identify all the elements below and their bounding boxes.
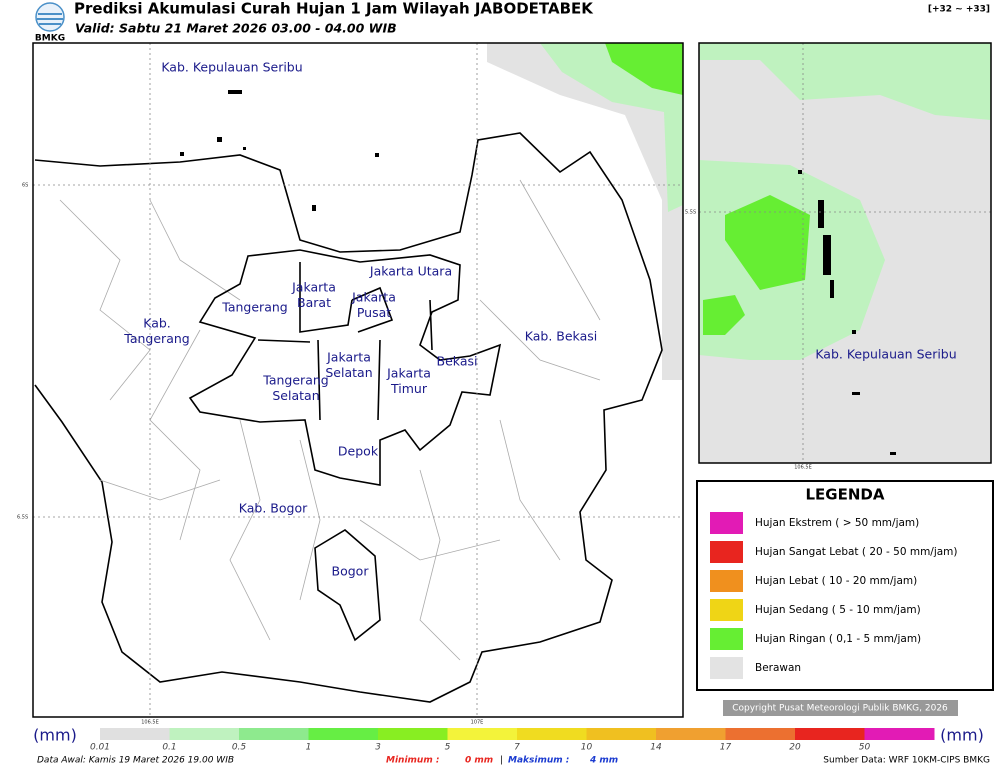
min-label: Minimum : xyxy=(386,756,439,766)
region-label: Bekasi xyxy=(437,354,478,369)
grid-label: 5.5S xyxy=(685,210,696,216)
colorbar-segment xyxy=(656,728,726,740)
colorbar-segment xyxy=(308,728,379,740)
main-map: 6S 6.5S 106.5E 107E Kab. Kepulauan Serib… xyxy=(17,42,684,726)
colorbar-segment xyxy=(169,728,240,740)
legend-label: Hujan Ringan ( 0,1 - 5 mm/jam) xyxy=(755,633,921,645)
logo-text: BMKG xyxy=(35,34,65,44)
title: Prediksi Akumulasi Curah Hujan 1 Jam Wil… xyxy=(74,0,594,18)
region-label: Kab. Bogor xyxy=(239,501,308,516)
region-label: Kab. Kepulauan Seribu xyxy=(815,347,956,362)
colorbar-segment xyxy=(586,728,657,740)
colorbar-tick: 10 xyxy=(581,743,593,753)
legend-swatch xyxy=(710,599,743,621)
colorbar-tick: 3 xyxy=(375,743,381,753)
colorbar-tick: 0.5 xyxy=(232,743,247,753)
max-value: 4 mm xyxy=(589,756,618,766)
region-label: Timur xyxy=(390,381,428,396)
inset-map: 5.5S 106.5E Kab. Kepulauan Seribu xyxy=(685,42,992,471)
grid-label: 6.5S xyxy=(17,515,28,521)
colorbar-tick: 1 xyxy=(306,743,312,753)
region-label: Barat xyxy=(297,295,331,310)
region-label: Selatan xyxy=(325,365,372,380)
region-label: Tangerang xyxy=(221,300,287,315)
region-label: Jakarta xyxy=(326,350,371,365)
colorbar-tick: 17 xyxy=(720,743,732,753)
logo: BMKG xyxy=(35,2,65,44)
region-label: Kab. Kepulauan Seribu xyxy=(161,60,302,75)
colorbar-segment xyxy=(100,728,170,740)
legend-swatch xyxy=(710,657,743,679)
region-label: Depok xyxy=(338,444,379,459)
max-label: Maksimum : xyxy=(508,756,569,766)
region-label: Jakarta xyxy=(291,280,336,295)
separator: | xyxy=(500,756,503,766)
legend-swatch xyxy=(710,570,743,592)
region-label: Pusat xyxy=(357,305,391,320)
legend-swatch xyxy=(710,541,743,563)
colorbar-segment xyxy=(239,728,309,740)
unit: (mm) xyxy=(33,726,77,745)
legend-label: Hujan Ekstrem ( > 50 mm/jam) xyxy=(755,517,919,529)
colorbar-tick: 20 xyxy=(789,743,801,753)
legend-swatch xyxy=(710,512,743,534)
colorbar-segment xyxy=(795,728,865,740)
grid-label: 107E xyxy=(471,720,484,726)
footer: Data Awal: Kamis 19 Maret 2026 19.00 WIB… xyxy=(37,756,990,766)
region-label: Kab. xyxy=(143,316,171,331)
region-label: Jakarta xyxy=(386,366,431,381)
region-label: Tangerang xyxy=(123,331,189,346)
source: Sumber Data: WRF 10KM-CIPS BMKG xyxy=(823,756,990,766)
copyright: Copyright Pusat Meteorologi Publik BMKG,… xyxy=(732,704,948,714)
copyright-bg xyxy=(723,700,958,716)
colorbar-tick: 0.1 xyxy=(162,743,176,753)
legend-label: Hujan Lebat ( 10 - 20 mm/jam) xyxy=(755,575,917,587)
legend-label: Berawan xyxy=(755,662,801,674)
grid-label: 106.5E xyxy=(141,720,158,726)
colorbar-segment xyxy=(447,728,518,740)
region-label: Selatan xyxy=(272,388,319,403)
colorbar-tick: 7 xyxy=(514,743,520,753)
unit: (mm) xyxy=(940,726,984,745)
legend-label: Hujan Sedang ( 5 - 10 mm/jam) xyxy=(755,604,921,616)
colorbar-tick: 50 xyxy=(859,743,871,753)
colorbar: (mm) (mm) 0.01 0.1 0.5 1 3 5 7 10 14 17 20 50 xyxy=(33,726,984,753)
legend-title: LEGENDA xyxy=(806,486,885,504)
region-label: Kab. Bekasi xyxy=(525,329,597,344)
grid-label: 106.5E xyxy=(794,465,811,471)
colorbar-tick: 14 xyxy=(650,743,662,753)
region-label: Jakarta xyxy=(351,290,396,305)
legend: LEGENDA Hujan Ekstrem ( > 50 mm/jam) Huja… xyxy=(696,480,994,691)
legend-swatch xyxy=(710,628,743,650)
colorbar-segment xyxy=(378,728,448,740)
colorbar-segment xyxy=(864,728,935,740)
colorbar-tick: 5 xyxy=(445,743,451,753)
colorbar-segment xyxy=(517,728,587,740)
data-awal: Data Awal: Kamis 19 Maret 2026 19.00 WIB xyxy=(37,756,234,766)
valid-time: Valid: Sabtu 21 Maret 2026 03.00 - 04.00… xyxy=(75,21,397,36)
colorbar-tick: 0.01 xyxy=(90,743,110,753)
min-value: 0 mm xyxy=(465,756,493,766)
region-labels: Kab. Kepulauan Seribu Jakarta Utara Jakart… xyxy=(123,60,597,579)
region-label: Jakarta Utara xyxy=(369,264,452,279)
colorbar-segment xyxy=(725,728,796,740)
region-label: Tangerang xyxy=(262,373,328,388)
legend-label: Hujan Sangat Lebat ( 20 - 50 mm/jam) xyxy=(755,546,958,558)
grid-label: 6S xyxy=(22,183,28,189)
region-label: Bogor xyxy=(332,564,370,579)
run-code: [+32 ~ +33] xyxy=(928,5,990,15)
